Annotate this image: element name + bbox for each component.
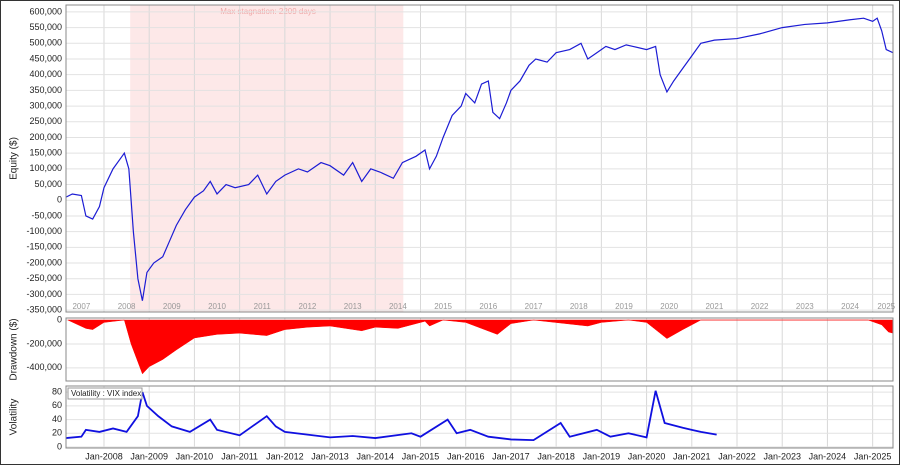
y-tick-label: 250,000 xyxy=(29,116,62,126)
y-tick-label: -250,000 xyxy=(26,273,62,283)
x-tick-label: Jan-2013 xyxy=(311,451,349,461)
y-tick-label: -300,000 xyxy=(26,289,62,299)
year-label: 2023 xyxy=(796,302,814,311)
x-tick-label: Jan-2017 xyxy=(492,451,530,461)
year-label: 2021 xyxy=(705,302,723,311)
y-tick-label: -50,000 xyxy=(31,210,62,220)
y-tick-label: 600,000 xyxy=(29,6,62,16)
x-tick-label: Jan-2015 xyxy=(402,451,440,461)
y-axis-title: Drawdown ($) xyxy=(9,318,20,380)
x-tick-label: Jan-2012 xyxy=(266,451,304,461)
year-label: 2022 xyxy=(751,302,769,311)
y-tick-label: -200,000 xyxy=(26,338,62,348)
plot-area xyxy=(66,386,893,448)
y-tick-label: 200,000 xyxy=(29,132,62,142)
stagnation-region xyxy=(130,5,404,312)
year-label: 2024 xyxy=(841,302,859,311)
year-label: 2012 xyxy=(299,302,317,311)
y-tick-label: 40 xyxy=(52,414,62,424)
year-label: 2014 xyxy=(389,302,407,311)
x-tick-label: Jan-2010 xyxy=(176,451,214,461)
year-label: 2011 xyxy=(254,302,272,311)
year-label: 2017 xyxy=(525,302,543,311)
y-tick-label: -400,000 xyxy=(26,362,62,372)
y-tick-label: 550,000 xyxy=(29,22,62,32)
plot-frame xyxy=(65,385,894,449)
x-tick-label: Jan-2009 xyxy=(130,451,168,461)
x-tick-label: Jan-2011 xyxy=(221,451,258,461)
year-label: 2025 xyxy=(877,302,895,311)
y-tick-label: -100,000 xyxy=(26,226,62,236)
year-label: 2020 xyxy=(660,302,678,311)
x-tick-label: Jan-2023 xyxy=(763,451,801,461)
x-tick-label: Jan-2019 xyxy=(583,451,621,461)
x-tick-label: Jan-2016 xyxy=(447,451,485,461)
year-label: 2019 xyxy=(615,302,633,311)
drawdown-area xyxy=(67,319,894,375)
y-tick-label: -150,000 xyxy=(26,242,62,252)
year-label: 2010 xyxy=(208,302,226,311)
y-tick-label: 0 xyxy=(57,314,62,324)
y-tick-label: 100,000 xyxy=(29,163,62,173)
year-label: 2009 xyxy=(163,302,181,311)
y-tick-label: 350,000 xyxy=(29,85,62,95)
y-tick-label: 80 xyxy=(52,387,62,397)
x-tick-label: Jan-2020 xyxy=(628,451,666,461)
x-tick-label: Jan-2018 xyxy=(537,451,575,461)
y-axis-title: Volatility xyxy=(9,399,20,436)
year-label: 2018 xyxy=(570,302,588,311)
legend-label: Volatility : VIX index xyxy=(71,389,141,398)
y-tick-label: -200,000 xyxy=(26,257,62,267)
year-label: 2007 xyxy=(72,302,90,311)
series-line xyxy=(65,17,894,301)
year-label: 2015 xyxy=(434,302,452,311)
x-tick-label: Jan-2014 xyxy=(357,451,395,461)
year-label: 2008 xyxy=(118,302,136,311)
y-axis-title: Equity ($) xyxy=(9,137,20,180)
y-tick-label: 400,000 xyxy=(29,69,62,79)
plot-frame xyxy=(65,4,894,313)
x-tick-label: Jan-2024 xyxy=(809,451,847,461)
y-tick-label: 150,000 xyxy=(29,148,62,158)
x-tick-label: Jan-2008 xyxy=(85,451,123,461)
x-tick-label: Jan-2022 xyxy=(718,451,756,461)
y-tick-label: 0 xyxy=(57,441,62,451)
y-tick-label: 20 xyxy=(52,428,62,438)
y-tick-label: 0 xyxy=(57,195,62,205)
year-label: 2016 xyxy=(479,302,497,311)
legend-box xyxy=(67,387,143,400)
x-tick-label: Jan-2025 xyxy=(854,451,892,461)
year-label: 2013 xyxy=(344,302,362,311)
y-tick-label: -350,000 xyxy=(26,304,62,314)
y-tick-label: 50,000 xyxy=(34,179,62,189)
y-tick-label: 300,000 xyxy=(29,100,62,110)
plot-frame xyxy=(65,317,894,382)
y-tick-label: 500,000 xyxy=(29,38,62,48)
y-tick-label: 450,000 xyxy=(29,53,62,63)
x-tick-label: Jan-2021 xyxy=(673,451,711,461)
y-tick-label: 60 xyxy=(52,400,62,410)
